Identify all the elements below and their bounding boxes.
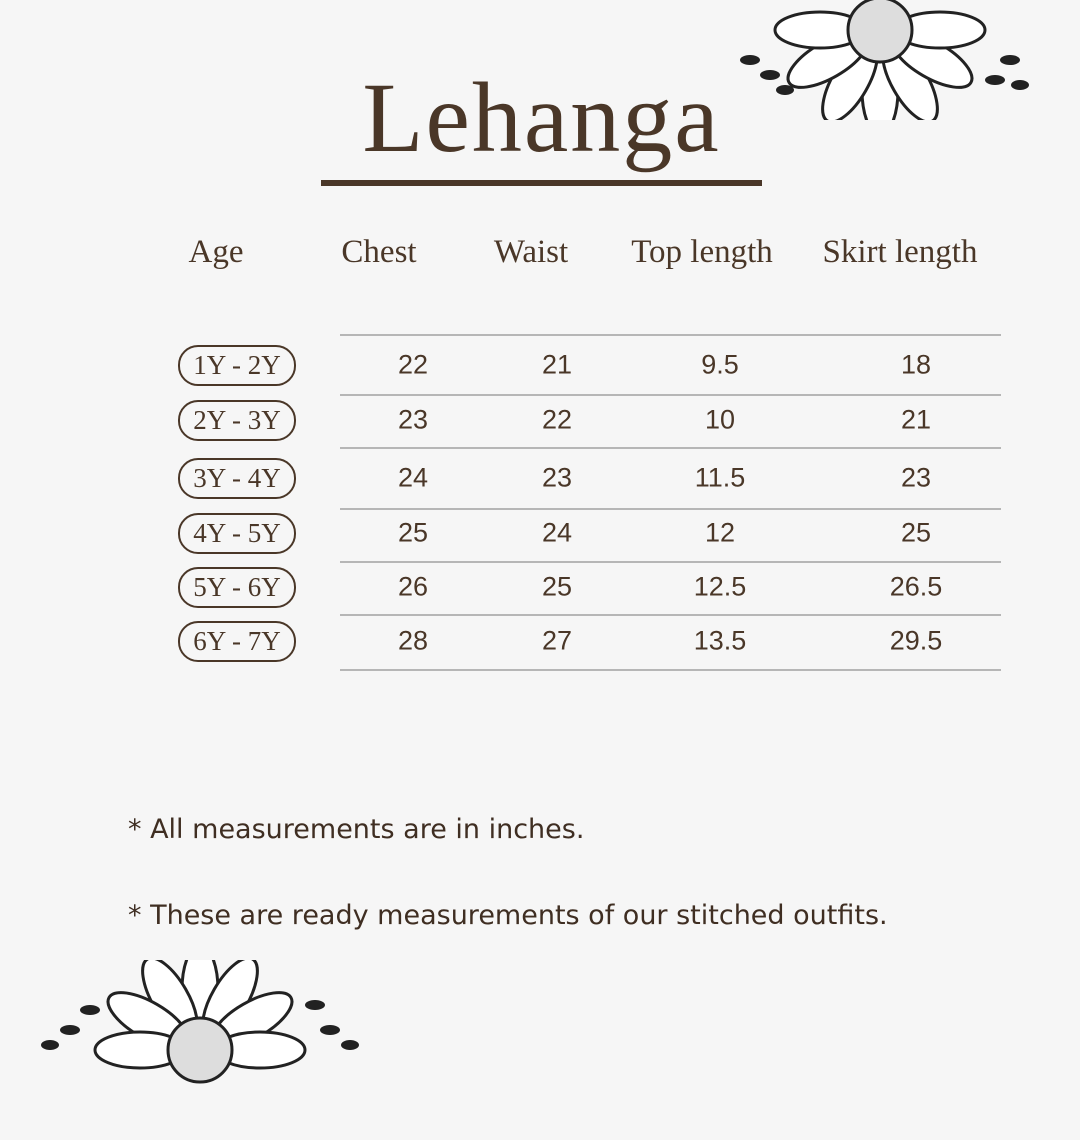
note-ready-measurements: * These are ready measurements of our st… [128, 900, 888, 931]
cell-skirt-length: 21 [900, 404, 932, 435]
row-divider [340, 669, 1001, 671]
sunflower-icon [740, 0, 1029, 120]
cell-skirt-length: 29.5 [889, 625, 943, 656]
cell-top-length: 11.5 [694, 462, 746, 493]
sunflower-icon [41, 960, 359, 1084]
header-top-length: Top length [631, 234, 773, 270]
cell-chest: 28 [397, 625, 429, 656]
cell-skirt-length: 18 [900, 349, 932, 380]
cell-skirt-length: 26.5 [889, 571, 943, 602]
cell-waist: 23 [541, 462, 573, 493]
cell-chest: 26 [397, 571, 429, 602]
header-skirt-length: Skirt length [822, 234, 978, 270]
age-pill: 6Y - 7Y [178, 621, 296, 662]
row-divider [340, 561, 1001, 563]
note-units: * All measurements are in inches. [128, 814, 585, 845]
page-title: Lehanga [362, 62, 721, 173]
cell-waist: 22 [541, 404, 573, 435]
title-underline [321, 180, 762, 186]
cell-waist: 24 [541, 517, 573, 548]
cell-top-length: 10 [704, 404, 736, 435]
header-waist: Waist [493, 234, 569, 270]
row-divider [340, 614, 1001, 616]
age-pill: 4Y - 5Y [178, 513, 296, 554]
cell-chest: 25 [397, 517, 429, 548]
cell-top-length: 12.5 [693, 571, 747, 602]
cell-chest: 23 [397, 404, 429, 435]
header-chest: Chest [341, 234, 417, 270]
age-pill: 2Y - 3Y [178, 400, 296, 441]
row-divider [340, 508, 1001, 510]
row-divider [340, 334, 1001, 336]
cell-skirt-length: 23 [900, 462, 932, 493]
cell-top-length: 9.5 [701, 349, 739, 380]
cell-top-length: 13.5 [693, 625, 747, 656]
age-pill: 3Y - 4Y [178, 458, 296, 499]
cell-skirt-length: 25 [900, 517, 932, 548]
row-divider [340, 394, 1001, 396]
age-pill: 1Y - 2Y [178, 345, 296, 386]
cell-waist: 25 [541, 571, 573, 602]
cell-waist: 27 [541, 625, 573, 656]
age-pill: 5Y - 6Y [178, 567, 296, 608]
cell-chest: 24 [397, 462, 429, 493]
cell-chest: 22 [397, 349, 429, 380]
cell-waist: 21 [541, 349, 573, 380]
header-age: Age [188, 234, 244, 270]
cell-top-length: 12 [704, 517, 736, 548]
row-divider [340, 447, 1001, 449]
